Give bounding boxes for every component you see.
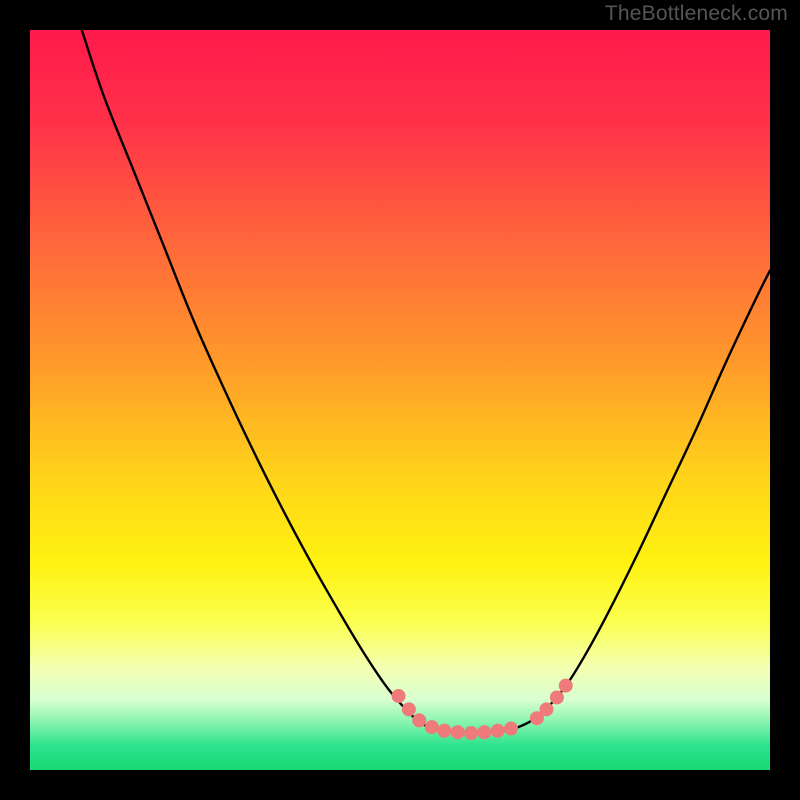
bottleneck-curve xyxy=(82,30,770,733)
curve-marker xyxy=(491,724,504,737)
curve-marker xyxy=(465,727,478,740)
curve-marker xyxy=(413,714,426,727)
chart-stage: TheBottleneck.com xyxy=(0,0,800,800)
curve-marker xyxy=(392,690,405,703)
curve-marker xyxy=(451,726,464,739)
watermark-text: TheBottleneck.com xyxy=(605,2,788,26)
curve-marker xyxy=(478,726,491,739)
curve-markers xyxy=(392,679,572,739)
curve-marker xyxy=(425,721,438,734)
curve-marker xyxy=(505,722,518,735)
curve-layer xyxy=(30,30,770,770)
curve-marker xyxy=(550,691,563,704)
curve-marker xyxy=(559,679,572,692)
plot-area xyxy=(30,30,770,770)
curve-marker xyxy=(402,703,415,716)
curve-marker xyxy=(438,724,451,737)
curve-marker xyxy=(540,703,553,716)
